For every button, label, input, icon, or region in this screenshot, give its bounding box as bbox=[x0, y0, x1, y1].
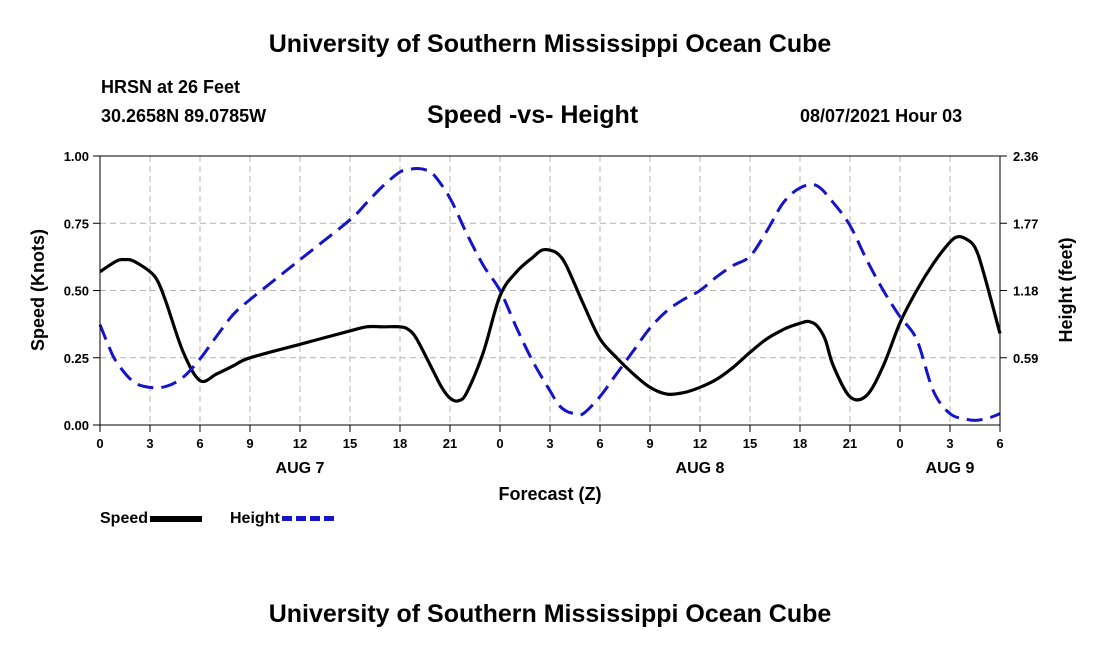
date-label: AUG 9 bbox=[926, 460, 975, 477]
legend-item-height: Height bbox=[230, 510, 334, 528]
grid bbox=[100, 156, 1000, 425]
date-label: AUG 8 bbox=[676, 460, 725, 477]
series-line-height bbox=[98, 167, 1001, 422]
station-coordinates: 30.2658N 89.0785W bbox=[101, 106, 267, 126]
y-tick-label: 0.25 bbox=[64, 351, 89, 366]
y-tick-label: 0.00 bbox=[64, 418, 89, 433]
x-tick-label: 3 bbox=[946, 436, 953, 451]
y-tick-label: 0.75 bbox=[64, 216, 89, 231]
x-tick-label: 0 bbox=[496, 436, 503, 451]
x-tick-label: 3 bbox=[146, 436, 153, 451]
x-tick-label: 21 bbox=[443, 436, 457, 451]
axes: 0 3 6 9 12 15 18 21 0 3 6 9 12 15 18 21 0 3 6 0.00 0.25 0.50 0… bbox=[64, 149, 1039, 477]
x-tick-label: 18 bbox=[793, 436, 807, 451]
x-tick-label: 9 bbox=[646, 436, 653, 451]
y2-tick-label: 1.77 bbox=[1013, 216, 1038, 231]
station-label: HRSN at 26 Feet bbox=[101, 77, 241, 97]
date-label: AUG 7 bbox=[276, 460, 325, 477]
x-tick-label: 18 bbox=[393, 436, 407, 451]
x-tick-label: 15 bbox=[743, 436, 757, 451]
y-axis-title: Speed (Knots) bbox=[28, 229, 48, 351]
x-tick-label: 3 bbox=[546, 436, 553, 451]
x-tick-label: 15 bbox=[343, 436, 357, 451]
forecast-datetime: 08/07/2021 Hour 03 bbox=[800, 106, 963, 126]
x-tick-label: 0 bbox=[96, 436, 103, 451]
legend-label-height: Height bbox=[230, 510, 280, 527]
x-tick-label: 0 bbox=[896, 436, 903, 451]
legend-item-speed: Speed bbox=[100, 510, 203, 528]
x-axis-title: Forecast (Z) bbox=[498, 484, 601, 504]
x-tick-label: 9 bbox=[246, 436, 253, 451]
x-tick-label: 6 bbox=[196, 436, 203, 451]
y-tick-label: 0.50 bbox=[64, 284, 89, 299]
legend-label-speed: Speed bbox=[100, 510, 149, 527]
series-line-speed bbox=[99, 235, 1002, 403]
y2-tick-label: 0.59 bbox=[1013, 351, 1038, 366]
y-tick-label: 1.00 bbox=[64, 149, 89, 164]
y2-tick-label: 1.18 bbox=[1013, 284, 1038, 299]
legend-swatch-height bbox=[281, 516, 334, 522]
x-tick-label: 6 bbox=[596, 436, 603, 451]
chart-title: Speed -vs- Height bbox=[427, 101, 639, 129]
x-tick-label: 12 bbox=[293, 436, 307, 451]
y2-tick-label: 2.36 bbox=[1013, 149, 1038, 164]
legend-swatch-speed bbox=[150, 515, 203, 522]
x-tick-label: 21 bbox=[843, 436, 857, 451]
x-tick-label: 12 bbox=[693, 436, 707, 451]
y2-axis-title: Height (feet) bbox=[1056, 238, 1076, 343]
series-group bbox=[98, 167, 1002, 422]
footer-title: University of Southern Mississippi Ocean… bbox=[268, 600, 832, 628]
page-title: University of Southern Mississippi Ocean… bbox=[268, 30, 832, 58]
x-tick-label: 6 bbox=[996, 436, 1003, 451]
